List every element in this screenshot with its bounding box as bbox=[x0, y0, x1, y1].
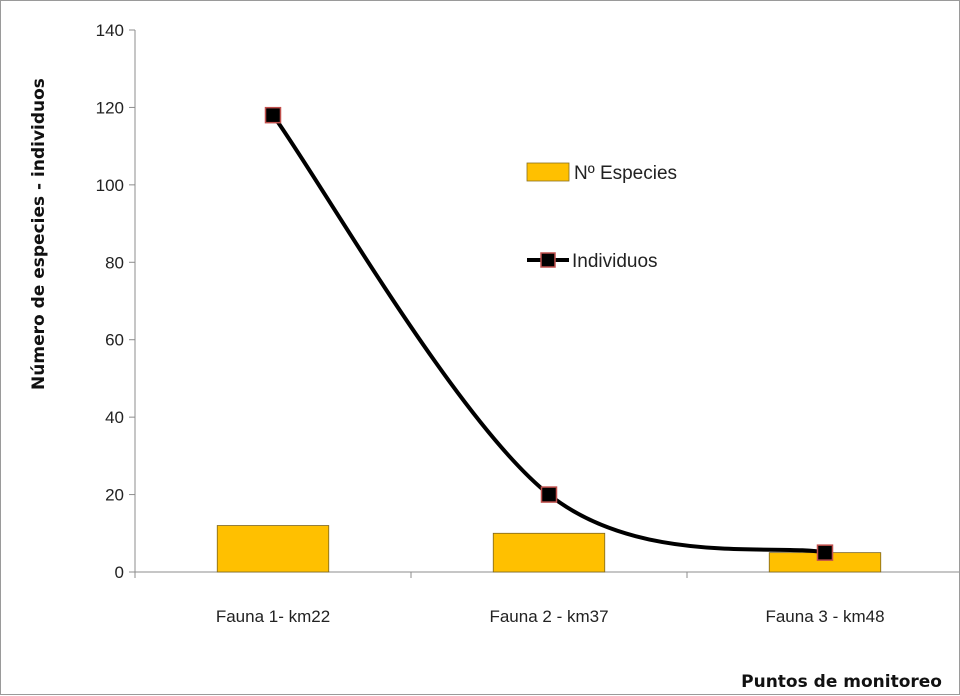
bars bbox=[216, 525, 882, 573]
y-axis-title: Número de especies - individuos bbox=[29, 78, 49, 390]
x-tick-label: Fauna 1- km22 bbox=[216, 607, 330, 626]
y-tick-label: 40 bbox=[105, 408, 124, 427]
x-tick-label: Fauna 3 - km48 bbox=[765, 607, 884, 626]
y-tick-label: 120 bbox=[96, 98, 124, 117]
y-tick-label: 80 bbox=[105, 253, 124, 272]
x-tick-label: Fauna 2 - km37 bbox=[489, 607, 608, 626]
ticks: 0 20 40 60 80 100 120 140 Fauna 1- km22 Fauna 2 -… bbox=[96, 21, 885, 626]
line-marker bbox=[264, 106, 282, 124]
bar bbox=[492, 532, 606, 573]
y-tick-label: 20 bbox=[105, 486, 124, 505]
legend-swatch-bar bbox=[526, 162, 570, 182]
y-tick-label: 60 bbox=[105, 331, 124, 350]
line-marker bbox=[540, 486, 558, 503]
line-series bbox=[264, 106, 834, 561]
legend: Nº Especies Individuos bbox=[526, 162, 677, 272]
bar bbox=[216, 525, 330, 573]
line-marker bbox=[816, 544, 834, 561]
x-axis-title: Puntos de monitoreo bbox=[741, 672, 942, 692]
y-tick-label: 0 bbox=[115, 563, 124, 582]
legend-label-line: Individuos bbox=[572, 251, 658, 272]
legend-swatch-marker bbox=[540, 252, 556, 268]
legend-label-bar: Nº Especies bbox=[574, 163, 677, 184]
y-tick-label: 100 bbox=[96, 176, 124, 195]
series-line bbox=[271, 113, 826, 555]
y-tick-label: 140 bbox=[96, 21, 124, 40]
